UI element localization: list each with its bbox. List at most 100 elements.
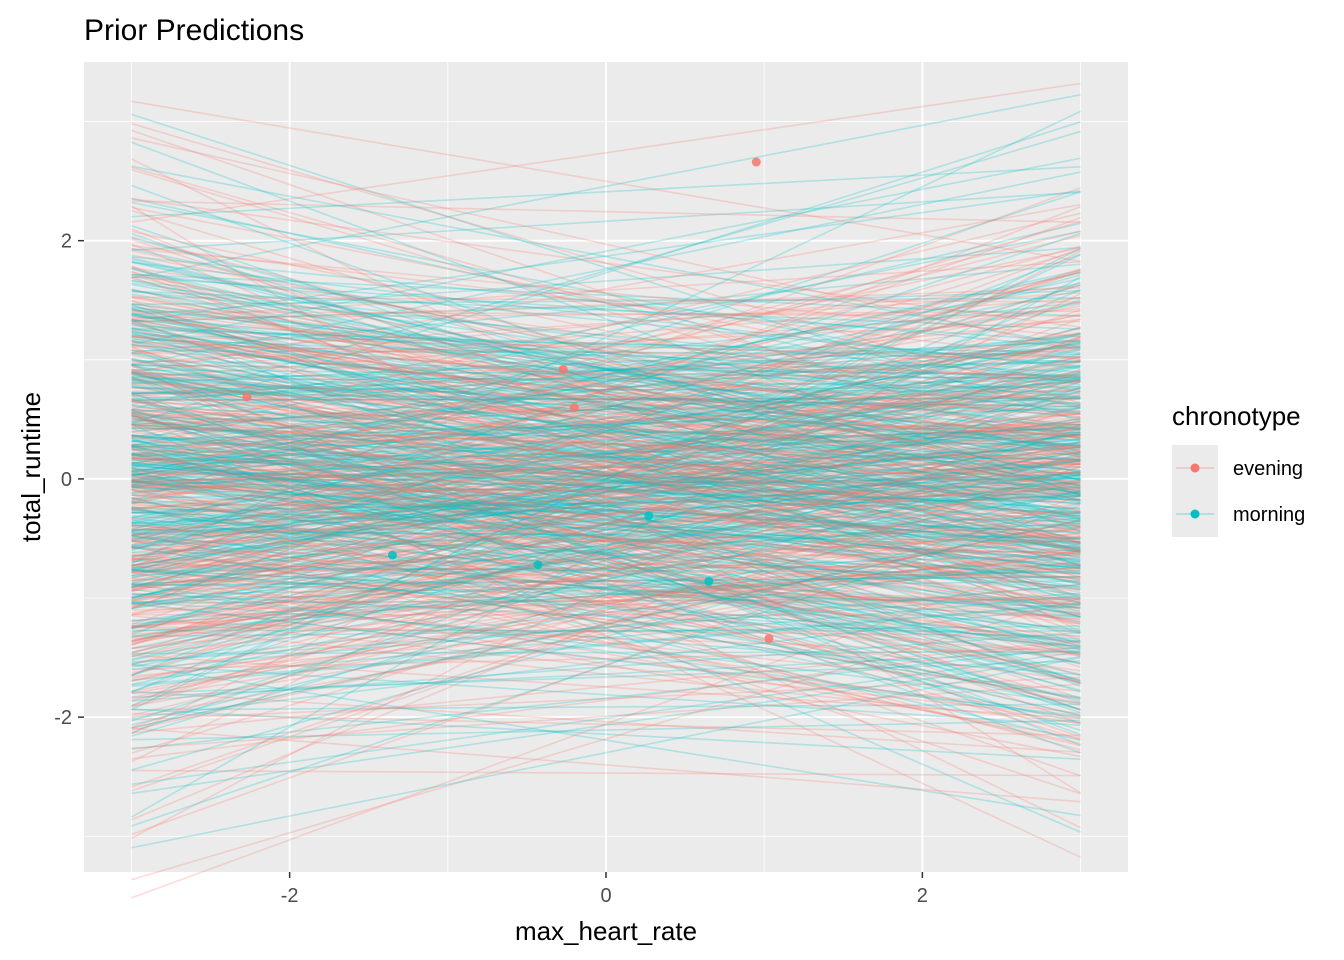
prediction-line (131, 629, 1081, 632)
prediction-line (131, 434, 1081, 525)
prediction-line (131, 276, 1081, 343)
prediction-line (131, 558, 1081, 570)
prediction-line (131, 396, 1081, 512)
prediction-line (131, 703, 1081, 711)
prediction-line (131, 549, 1081, 899)
prediction-line (131, 458, 1081, 590)
prediction-line (131, 310, 1081, 319)
prediction-line (131, 260, 1081, 320)
prediction-line (131, 386, 1081, 438)
prediction-line (131, 203, 1081, 374)
prediction-line (131, 349, 1081, 397)
prediction-line (131, 564, 1081, 725)
prediction-line (131, 485, 1081, 563)
prediction-line (131, 191, 1081, 252)
prediction-line (131, 356, 1081, 541)
prediction-line (131, 708, 1081, 761)
prediction-line (131, 417, 1081, 567)
prediction-line (131, 527, 1081, 607)
prediction-line (131, 489, 1081, 726)
prediction-line (131, 339, 1081, 402)
prediction-line (131, 344, 1081, 580)
prediction-line (131, 426, 1081, 440)
prediction-line (131, 417, 1081, 603)
prediction-line (131, 575, 1081, 587)
prediction-line (131, 334, 1081, 354)
prediction-line (131, 372, 1081, 605)
prediction-line (131, 372, 1081, 469)
prediction-line (131, 510, 1081, 582)
prediction-line (131, 452, 1081, 484)
prediction-line (131, 460, 1081, 549)
prediction-line (131, 424, 1081, 466)
prediction-line (131, 546, 1081, 630)
prediction-line (131, 243, 1081, 629)
prediction-line (131, 201, 1081, 386)
prediction-line (131, 472, 1081, 661)
prediction-line (131, 110, 1081, 565)
prediction-line (131, 414, 1081, 693)
prediction-line (131, 490, 1081, 590)
prediction-line (131, 651, 1081, 655)
prediction-line (131, 232, 1081, 567)
prediction-line (131, 426, 1081, 468)
prediction-line (131, 350, 1081, 355)
prediction-line (131, 335, 1081, 609)
prediction-line (131, 452, 1081, 737)
prediction-line (131, 600, 1081, 676)
legend-key-point (1190, 509, 1200, 519)
prediction-line (131, 585, 1081, 655)
prediction-line (131, 368, 1081, 725)
prediction-line (131, 359, 1081, 616)
prediction-line (131, 474, 1081, 603)
prediction-line (131, 378, 1081, 600)
prediction-line (131, 296, 1081, 436)
prediction-line (131, 433, 1081, 558)
prediction-line (131, 355, 1081, 602)
prediction-line (131, 445, 1081, 584)
prediction-line (131, 562, 1081, 629)
prediction-line (131, 479, 1081, 568)
prediction-line (131, 535, 1081, 695)
prediction-line (131, 282, 1081, 415)
prediction-line (131, 370, 1081, 466)
prediction-line (131, 535, 1081, 614)
prediction-line (131, 603, 1081, 715)
prediction-line (131, 463, 1081, 514)
prediction-line (131, 646, 1081, 750)
prediction-line (131, 470, 1081, 502)
prediction-line (131, 466, 1081, 754)
prediction-line (131, 269, 1081, 482)
prediction-line (131, 338, 1081, 452)
prediction-line (131, 324, 1081, 383)
prediction-line (131, 280, 1081, 458)
prediction-line (131, 321, 1081, 490)
prediction-line (131, 301, 1081, 405)
prediction-line (131, 439, 1081, 588)
prediction-line (131, 359, 1081, 395)
prediction-line (131, 100, 1081, 263)
prediction-line (131, 446, 1081, 510)
prediction-line (131, 261, 1081, 370)
prediction-line (131, 508, 1081, 651)
prediction-line (131, 364, 1081, 829)
prediction-line (131, 121, 1081, 425)
prediction-line (131, 343, 1081, 547)
prediction-line (131, 394, 1081, 584)
prediction-line (131, 485, 1081, 675)
prediction-line (131, 359, 1081, 559)
prediction-line (131, 475, 1081, 537)
prediction-line (131, 510, 1081, 566)
prediction-line (131, 478, 1081, 488)
prediction-line (131, 390, 1081, 630)
prediction-line (131, 454, 1081, 510)
prediction-line (131, 369, 1081, 646)
prediction-line (131, 457, 1081, 575)
prediction-line (131, 496, 1081, 751)
prediction-line (131, 465, 1081, 603)
prediction-line (131, 266, 1081, 406)
prediction-line (131, 359, 1081, 563)
prediction-line (131, 435, 1081, 480)
prediction-line (131, 433, 1081, 566)
prediction-line (131, 245, 1081, 504)
